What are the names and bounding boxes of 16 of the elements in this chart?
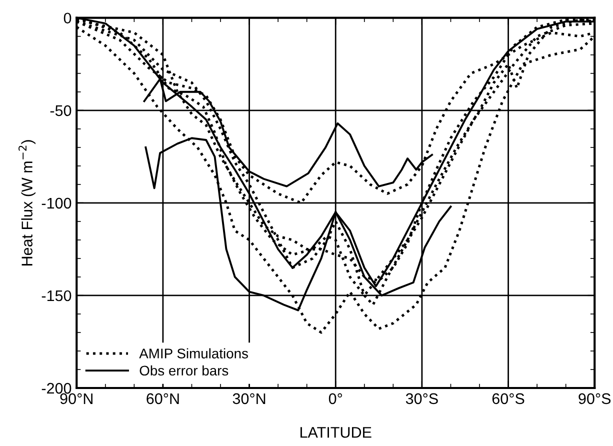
x-tick-label: 90°S	[578, 393, 611, 404]
x-tick-label: 30°N	[232, 393, 266, 404]
x-tick-label: 90°N	[60, 393, 92, 404]
x-tick-label: 0°	[328, 393, 342, 404]
legend-label: AMIP Simulations	[139, 348, 248, 358]
x-tick-label: 60°N	[146, 393, 179, 404]
y-tick-label: -200	[42, 382, 72, 394]
y-tick-label: -100	[42, 198, 72, 209]
legend-label: Obs error bars	[140, 365, 228, 376]
y-tick-label: -150	[42, 290, 72, 302]
y-axis-title: Heat Flux (W m$^{−2}$)	[18, 140, 36, 266]
y-tick-label: -50	[50, 105, 72, 116]
y-tick-label: 0	[64, 12, 72, 24]
x-axis-title: LATITUDE	[300, 427, 372, 438]
x-tick-label: 60°S	[492, 393, 524, 404]
x-tick-label: 30°S	[406, 393, 438, 404]
